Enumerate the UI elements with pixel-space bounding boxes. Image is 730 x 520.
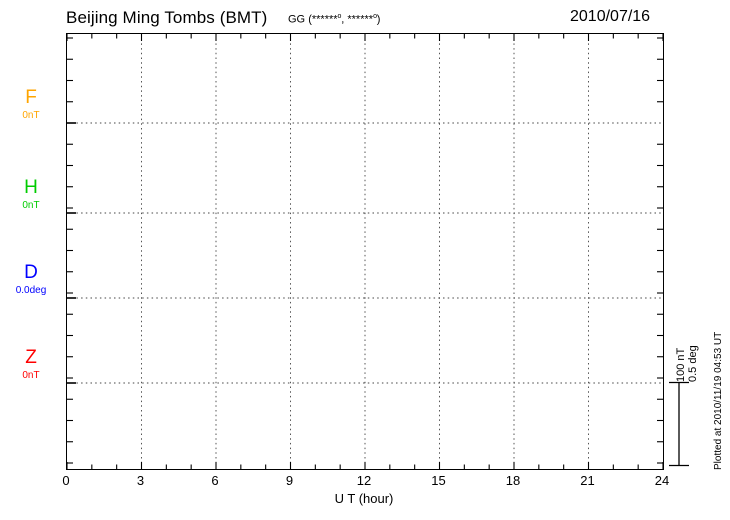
component-label-d: D 0.0deg xyxy=(2,263,60,297)
vertical-gridlines xyxy=(141,34,589,469)
plotted-timestamp: Plotted at 2010/11/19 04:53 UT xyxy=(713,331,724,470)
component-label-z: Z 0nT xyxy=(2,348,60,382)
coord-comma: , xyxy=(341,13,345,26)
x-tick-label: 9 xyxy=(285,473,294,488)
component-letter-d: D xyxy=(24,262,38,283)
component-baseline-value-d: 0.0deg xyxy=(15,285,47,296)
y-axis-minor-ticks xyxy=(67,37,663,464)
coord-latitude-degree-icon: o xyxy=(337,13,342,20)
x-tick-label: 21 xyxy=(580,473,595,488)
coord-longitude: ****** xyxy=(347,13,374,26)
coord-system-label: GG xyxy=(288,13,306,26)
scalebar-label-nt: 100 nT xyxy=(675,347,687,382)
component-label-h: H 0nT xyxy=(2,178,60,212)
coord-latitude: ****** xyxy=(311,13,338,26)
component-letter-f: F xyxy=(25,87,37,108)
component-letter-z: Z xyxy=(25,347,37,368)
x-axis-minor-ticks xyxy=(67,34,663,469)
x-axis-title: U T (hour) xyxy=(334,491,394,506)
plot-frame xyxy=(66,33,664,470)
x-tick-label: 3 xyxy=(136,473,145,488)
geographic-coordinates: GG (******o, ******o) xyxy=(288,13,380,26)
plot-date: 2010/07/16 xyxy=(570,8,651,25)
x-tick-label: 12 xyxy=(356,473,372,488)
component-baseline-value-h: 0nT xyxy=(22,200,40,211)
scalebar-bracket-icon xyxy=(669,381,689,467)
page-title: Beijing Ming Tombs (BMT) xyxy=(66,8,268,27)
component-letter-h: H xyxy=(24,177,38,198)
x-tick-label: 6 xyxy=(211,473,219,488)
scalebar xyxy=(668,378,690,470)
x-axis-tick-labels: 0 3 6 9 12 15 18 21 24 xyxy=(0,473,730,491)
x-tick-label: 15 xyxy=(431,473,446,488)
coord-close-paren: ) xyxy=(376,13,381,26)
component-baseline-value-z: 0nT xyxy=(22,370,40,381)
horizontal-baseline-gridlines xyxy=(67,122,663,384)
component-label-f: F 0nT xyxy=(2,88,60,122)
coord-longitude-degree-icon: o xyxy=(373,13,377,20)
component-baseline-value-f: 0nT xyxy=(22,110,40,121)
x-tick-label: 24 xyxy=(654,473,670,488)
chart-header: Beijing Ming Tombs (BMT) GG (******o, **… xyxy=(0,0,730,33)
scalebar-label-deg: 0.5 deg xyxy=(686,345,699,382)
plot-canvas xyxy=(67,34,663,469)
coord-open-paren: ( xyxy=(308,13,312,26)
x-tick-label: 18 xyxy=(505,473,521,488)
x-tick-label: 0 xyxy=(62,473,70,488)
